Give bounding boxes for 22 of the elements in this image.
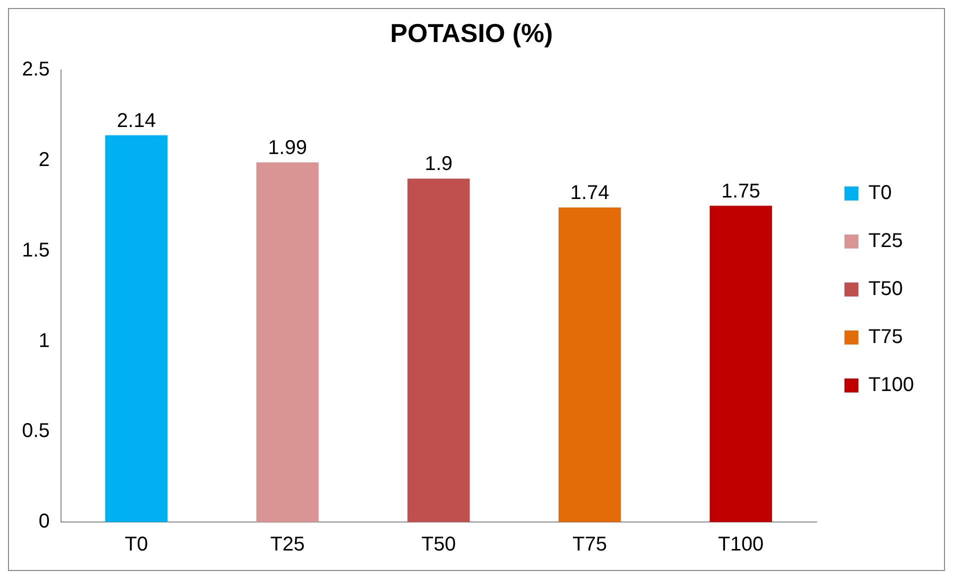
legend-label: T25 bbox=[868, 230, 903, 252]
y-tick-label: 1 bbox=[38, 330, 50, 352]
y-tick-label: 0.5 bbox=[22, 420, 50, 442]
data-label: 1.75 bbox=[721, 180, 760, 202]
data-label: 1.9 bbox=[424, 153, 453, 176]
data-label: 2.14 bbox=[116, 110, 156, 132]
x-tick-label: T100 bbox=[718, 534, 764, 556]
data-label: 1.74 bbox=[570, 182, 610, 204]
x-tick-label: T50 bbox=[421, 534, 456, 556]
x-tick-label: T75 bbox=[572, 534, 607, 556]
y-tick-label: 0 bbox=[38, 510, 50, 533]
x-tick-label: T25 bbox=[270, 534, 305, 556]
data-label: 1.99 bbox=[268, 136, 307, 159]
legend-label: T100 bbox=[868, 374, 914, 396]
y-tick-label: 1.5 bbox=[22, 239, 50, 262]
legend-label: T0 bbox=[868, 182, 892, 204]
y-tick-label: 2 bbox=[38, 149, 50, 172]
x-tick-label: T0 bbox=[124, 534, 148, 556]
legend-label: T75 bbox=[868, 326, 903, 348]
y-tick-label: 2.5 bbox=[22, 58, 50, 81]
chart-title: POTASIO (%) bbox=[390, 18, 553, 48]
legend-label: T50 bbox=[868, 278, 903, 300]
